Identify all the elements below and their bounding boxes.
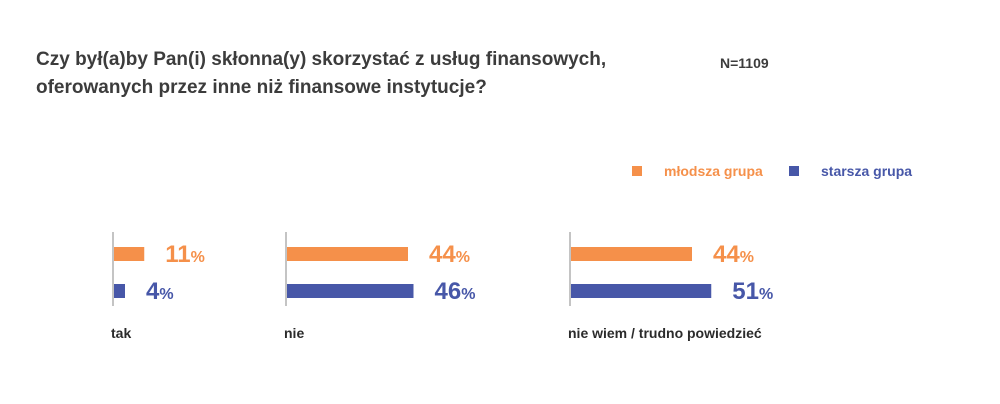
- bar-tak-series-1: [114, 284, 125, 298]
- value-label-tak-series-0: 11%: [165, 241, 205, 268]
- title-line-1: Czy był(a)by Pan(i) skłonna(y) skorzysta…: [36, 49, 607, 70]
- value-label-nie-series-0: 44%: [713, 241, 754, 268]
- value-label-nie-series-1: 51%: [732, 278, 773, 305]
- category-label-tak: tak: [111, 325, 131, 341]
- legend-label-mlodsza: młodsza grupa: [664, 163, 763, 179]
- legend-swatch-mlodsza: [632, 166, 642, 176]
- bar-tak-series-0: [114, 247, 145, 261]
- value-label-tak-series-1: 4%: [146, 278, 174, 305]
- title-line-2: oferowanych przez inne niż finansowe ins…: [36, 77, 487, 98]
- bar-nie-series-0: [287, 247, 408, 261]
- value-label-nie-series-0: 44%: [429, 241, 470, 268]
- value-label-nie-series-1: 46%: [435, 278, 476, 305]
- chart-title: Czy był(a)by Pan(i) skłonna(y) skorzysta…: [36, 46, 676, 102]
- bar-nie-series-1: [571, 284, 712, 298]
- bar-nie-series-1: [287, 284, 414, 298]
- sample-size: N=1109: [720, 55, 769, 71]
- bar-nie-series-0: [571, 247, 692, 261]
- category-label-nie: nie: [284, 325, 304, 341]
- legend-swatch-starsza: [789, 166, 799, 176]
- category-label-nie: nie wiem / trudno powiedzieć: [568, 325, 762, 341]
- legend-label-starsza: starsza grupa: [821, 163, 913, 179]
